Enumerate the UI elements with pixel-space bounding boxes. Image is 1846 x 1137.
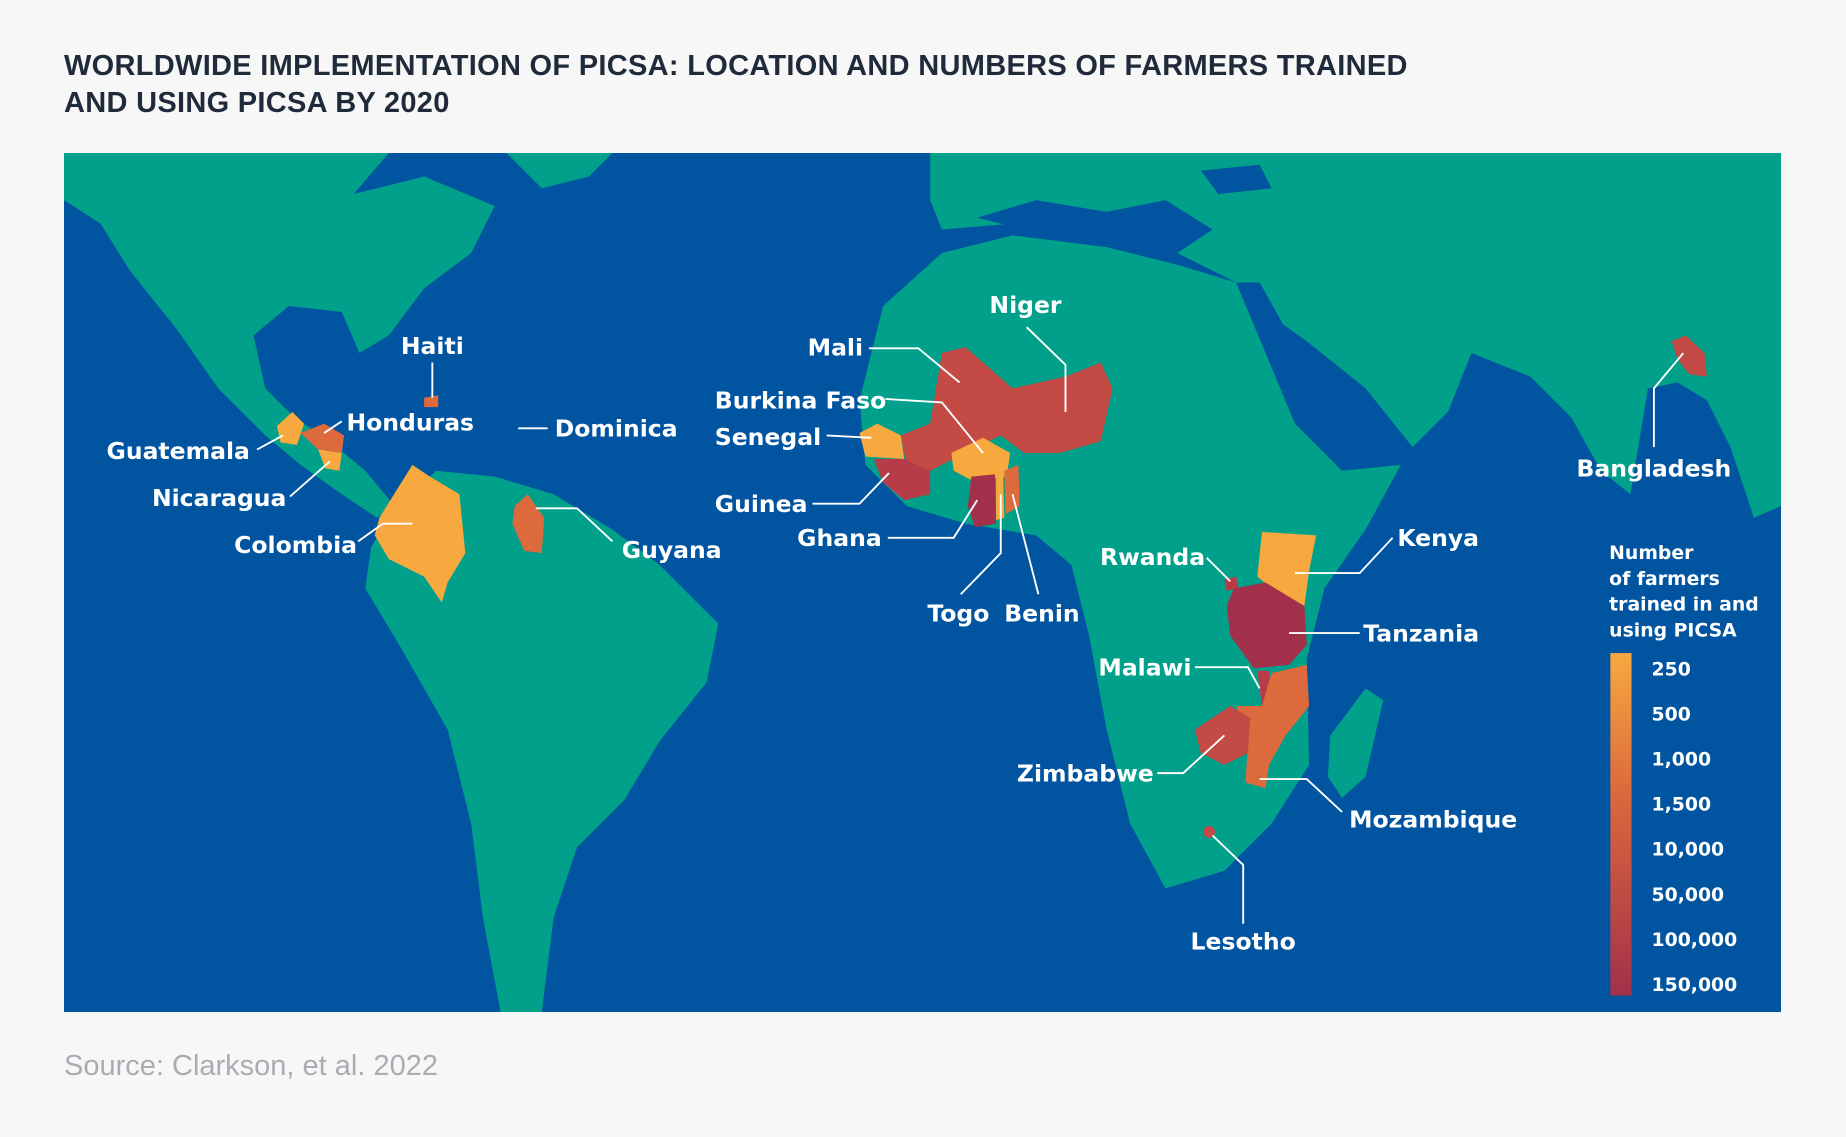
legend-title-4: using PICSA — [1609, 621, 1737, 642]
legend-tick-label: 100,000 — [1652, 930, 1738, 951]
country-mali — [900, 347, 1031, 471]
label-guinea: Guinea — [715, 490, 808, 518]
legend-tick-label: 50,000 — [1652, 885, 1725, 906]
label-ghana: Ghana — [797, 524, 882, 552]
legend-title-3: trained in and — [1609, 595, 1759, 616]
legend-tick-label: 1,000 — [1652, 750, 1712, 771]
country-burkina-faso — [951, 437, 1011, 481]
legend-tick-label: 1,500 — [1652, 795, 1712, 816]
legend-color-bar — [1610, 653, 1632, 996]
legend-tick-label: 250 — [1652, 659, 1691, 680]
label-nicaragua: Nicaragua — [152, 484, 286, 512]
label-lesotho: Lesotho — [1191, 928, 1296, 956]
label-haiti: Haiti — [401, 332, 464, 360]
label-senegal: Senegal — [715, 423, 821, 451]
country-tanzania — [1226, 582, 1307, 669]
country-colombia — [374, 464, 466, 603]
title-line-2: AND USING PICSA BY 2020 — [64, 87, 450, 119]
label-zimbabwe: Zimbabwe — [1017, 759, 1154, 787]
black-sea — [1200, 164, 1272, 195]
madagascar — [1327, 688, 1384, 798]
legend: Number of farmers trained in and using P… — [1609, 543, 1759, 996]
country-guatemala — [277, 411, 305, 445]
label-benin: Benin — [1004, 599, 1079, 627]
leader-lines — [256, 326, 1685, 924]
greenland — [506, 153, 613, 189]
country-labels: Haiti Honduras Dominica Guatemala Nicara… — [107, 291, 1732, 956]
label-burkina-faso: Burkina Faso — [715, 386, 886, 414]
legend-title-1: Number — [1609, 543, 1694, 564]
country-honduras — [300, 423, 345, 454]
legend-title-2: of farmers — [1609, 569, 1720, 590]
label-tanzania: Tanzania — [1363, 619, 1479, 647]
country-mozambique — [1236, 664, 1310, 789]
legend-tick-label: 500 — [1652, 705, 1691, 726]
highlighted-countries — [277, 335, 1707, 838]
country-haiti — [424, 395, 439, 408]
label-togo: Togo — [927, 599, 989, 627]
label-bangladesh: Bangladesh — [1576, 455, 1731, 483]
red-sea-gulf — [1236, 282, 1354, 448]
label-guyana: Guyana — [622, 536, 722, 564]
country-ghana — [967, 474, 997, 528]
country-guinea — [873, 458, 931, 501]
label-colombia: Colombia — [234, 531, 357, 559]
label-mali: Mali — [808, 333, 863, 361]
label-kenya: Kenya — [1397, 524, 1479, 552]
legend-tick-label: 10,000 — [1652, 840, 1725, 861]
south-america — [365, 470, 719, 1012]
country-niger — [1000, 362, 1113, 454]
label-niger: Niger — [989, 291, 1062, 319]
label-honduras: Honduras — [346, 409, 474, 437]
legend-tick-label: 150,000 — [1652, 975, 1738, 996]
country-lesotho — [1203, 826, 1215, 838]
country-benin — [1004, 464, 1020, 515]
country-senegal — [859, 423, 905, 459]
country-nicaragua — [318, 449, 342, 471]
mediterranean-sea — [977, 200, 1213, 254]
label-malawi: Malawi — [1098, 653, 1191, 681]
source-note: Source: Clarkson, et al. 2022 — [64, 1050, 438, 1082]
page-title: WORLDWIDE IMPLEMENTATION OF PICSA: LOCAT… — [64, 48, 1564, 122]
country-bangladesh — [1671, 335, 1707, 377]
north-america — [64, 153, 495, 518]
label-mozambique: Mozambique — [1349, 805, 1517, 833]
world-map: Haiti Honduras Dominica Guatemala Nicara… — [64, 153, 1781, 1012]
label-guatemala: Guatemala — [107, 437, 250, 465]
label-rwanda: Rwanda — [1100, 543, 1205, 571]
label-dominica: Dominica — [555, 415, 678, 443]
title-line-1: WORLDWIDE IMPLEMENTATION OF PICSA: LOCAT… — [64, 50, 1408, 82]
